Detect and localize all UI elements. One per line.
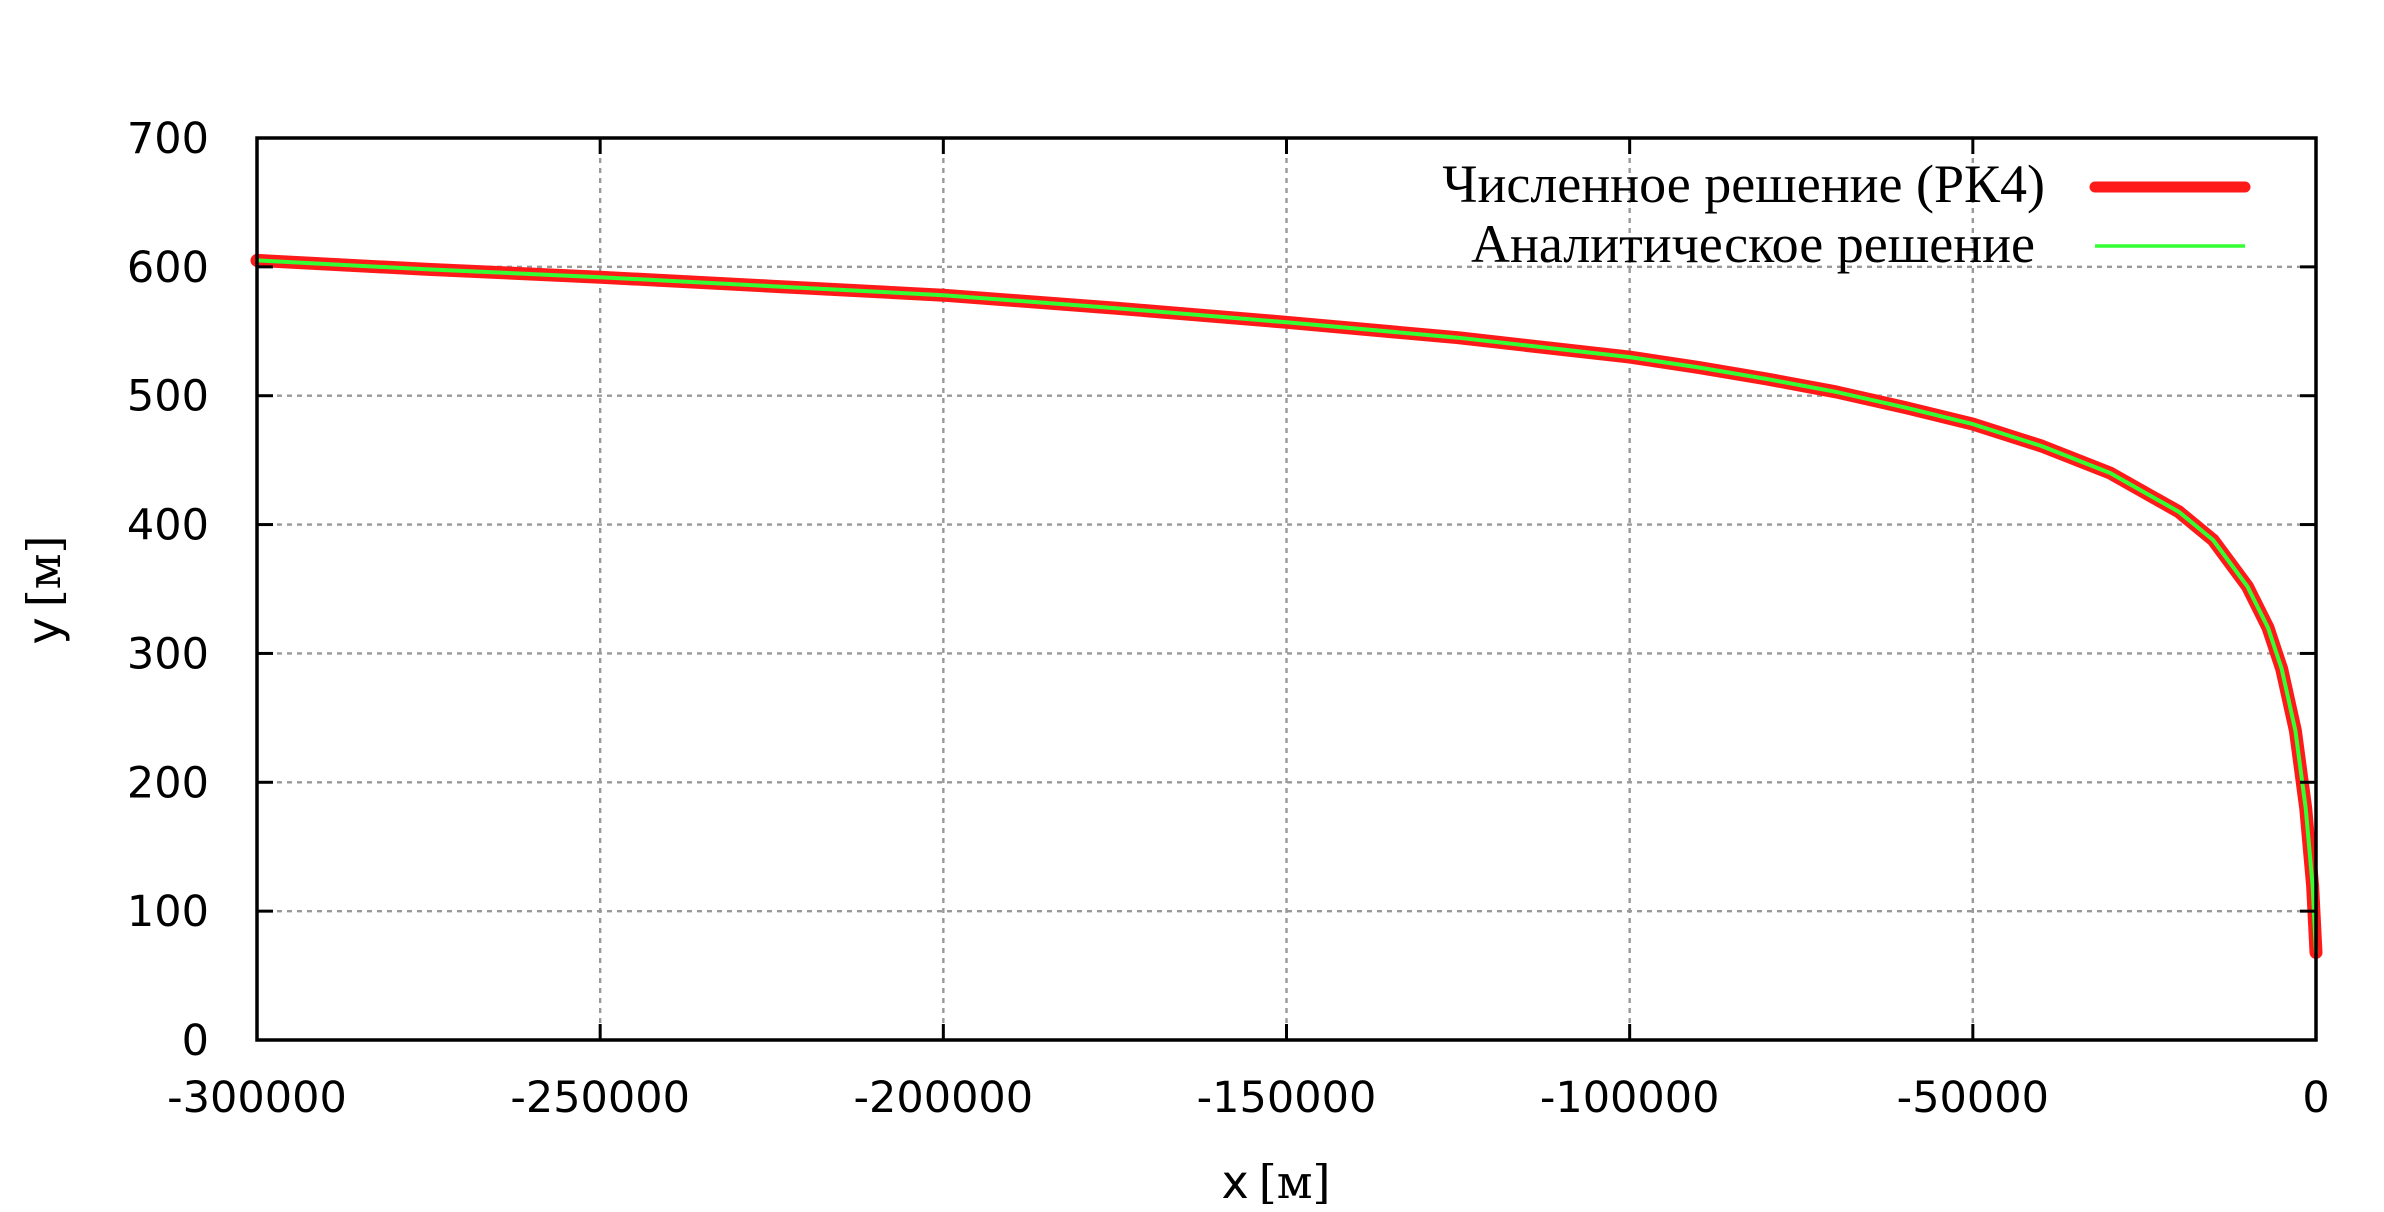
x-axis-title: x [м] [1222,1155,1331,1209]
x-tick-label: -100000 [1540,1073,1720,1123]
y-axis-variable: y [17,617,71,644]
x-tick-label: -250000 [510,1073,690,1123]
y-tick-label: 700 [127,114,209,164]
x-axis-unit: [м] [1259,1155,1331,1209]
legend-label-numerical: Численное решение (РК4) [1442,154,2045,214]
y-tick-label: 100 [127,887,209,937]
grid [257,138,2316,1040]
x-axis-variable: x [1222,1155,1249,1209]
series-group [250,253,2323,959]
x-tick-label: -50000 [1897,1073,2049,1123]
y-tick-label: 400 [127,501,209,551]
legend-label-analytical: Аналитическое решение [1471,214,2035,274]
x-tick-labels: -300000 -250000 -200000 -150000 -100000 -5000… [167,1073,2330,1123]
y-tick-label: 0 [182,1016,209,1066]
x-tick-label: -150000 [1197,1073,1377,1123]
y-tick-label: 600 [127,243,209,293]
y-tick-labels: 0 100 200 300 400 500 600 700 [127,114,209,1066]
x-tick-label: -300000 [167,1073,347,1123]
y-tick-label: 300 [127,629,209,679]
legend: Численное решение (РК4) Аналитическое ре… [1442,154,2251,274]
y-tick-label: 500 [127,372,209,422]
analytical-solution-line [255,258,2318,955]
y-axis-unit: [м] [17,536,71,608]
y-axis-title: y [м] [17,536,71,645]
x-tick-label: -200000 [853,1073,1033,1123]
y-tick-label: 200 [127,758,209,808]
x-tick-label: 0 [2302,1073,2329,1123]
tick-marks [255,136,2318,1042]
